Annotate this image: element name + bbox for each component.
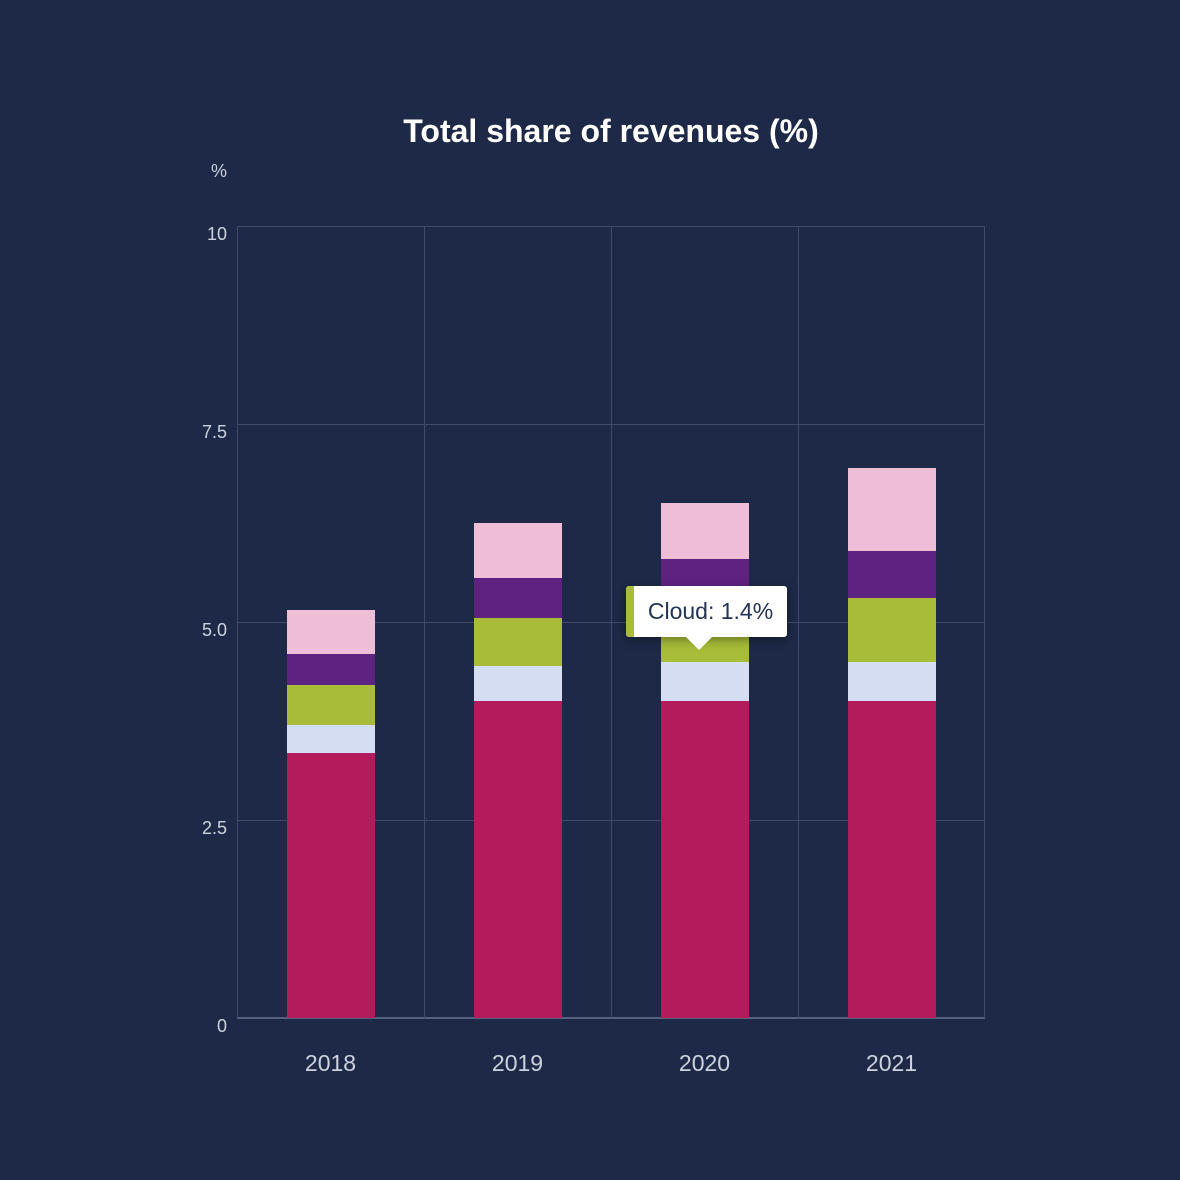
tooltip-accent-bar [626, 586, 634, 637]
bar-segment-2020-magenta[interactable] [660, 701, 749, 1018]
x-tick-label-2021: 2021 [865, 1050, 918, 1076]
y-tick-label-2.5: 2.5 [201, 818, 227, 838]
y-tick-label-7.5: 7.5 [201, 422, 227, 442]
x-tick-label-2019: 2019 [491, 1050, 544, 1076]
bar-segment-2018-lavender[interactable] [286, 724, 375, 753]
bar-segment-2021-green[interactable] [847, 598, 936, 662]
gridline-v-2 [610, 226, 612, 1018]
bar-segment-2019-magenta[interactable] [473, 701, 562, 1018]
bar-segment-2018-pink[interactable] [286, 610, 375, 654]
tooltip: Cloud: 1.4% [626, 586, 787, 650]
bar-segment-2018-green[interactable] [286, 685, 375, 725]
bar-segment-2019-pink[interactable] [473, 523, 562, 579]
chart-title: Total share of revenues (%) [403, 113, 819, 149]
gridline-v-1 [423, 226, 425, 1018]
bar-segment-2018-magenta[interactable] [286, 752, 375, 1018]
bar-segment-2019-green[interactable] [473, 618, 562, 666]
tooltip-label: Cloud: 1.4% [647, 598, 774, 624]
bar-segment-2021-lavender[interactable] [847, 661, 936, 702]
x-tick-label-2018: 2018 [304, 1050, 357, 1076]
bar-segment-2019-purple[interactable] [473, 578, 562, 619]
bar-segment-2020-lavender[interactable] [660, 661, 749, 702]
y-tick-label-10: 10 [206, 224, 227, 244]
tooltip-arrow-icon [686, 637, 712, 650]
gridline-h-0 [237, 1017, 985, 1019]
bar-segment-2018-purple[interactable] [286, 653, 375, 686]
gridline-v-0 [237, 226, 238, 1018]
bar-segment-2021-purple[interactable] [847, 550, 936, 599]
gridline-v-3 [797, 226, 799, 1018]
bar-segment-2020-pink[interactable] [660, 503, 749, 559]
y-tick-label-0: 0 [216, 1016, 227, 1036]
plot-area [237, 225, 985, 1019]
x-tick-label-2020: 2020 [678, 1050, 731, 1076]
gridline-v-4 [984, 226, 985, 1018]
y-axis-unit-label: % [210, 161, 227, 181]
y-tick-label-5.0: 5.0 [201, 620, 227, 640]
bar-segment-2019-lavender[interactable] [473, 665, 562, 702]
bar-segment-2021-magenta[interactable] [847, 701, 936, 1018]
bar-segment-2021-pink[interactable] [847, 467, 936, 551]
